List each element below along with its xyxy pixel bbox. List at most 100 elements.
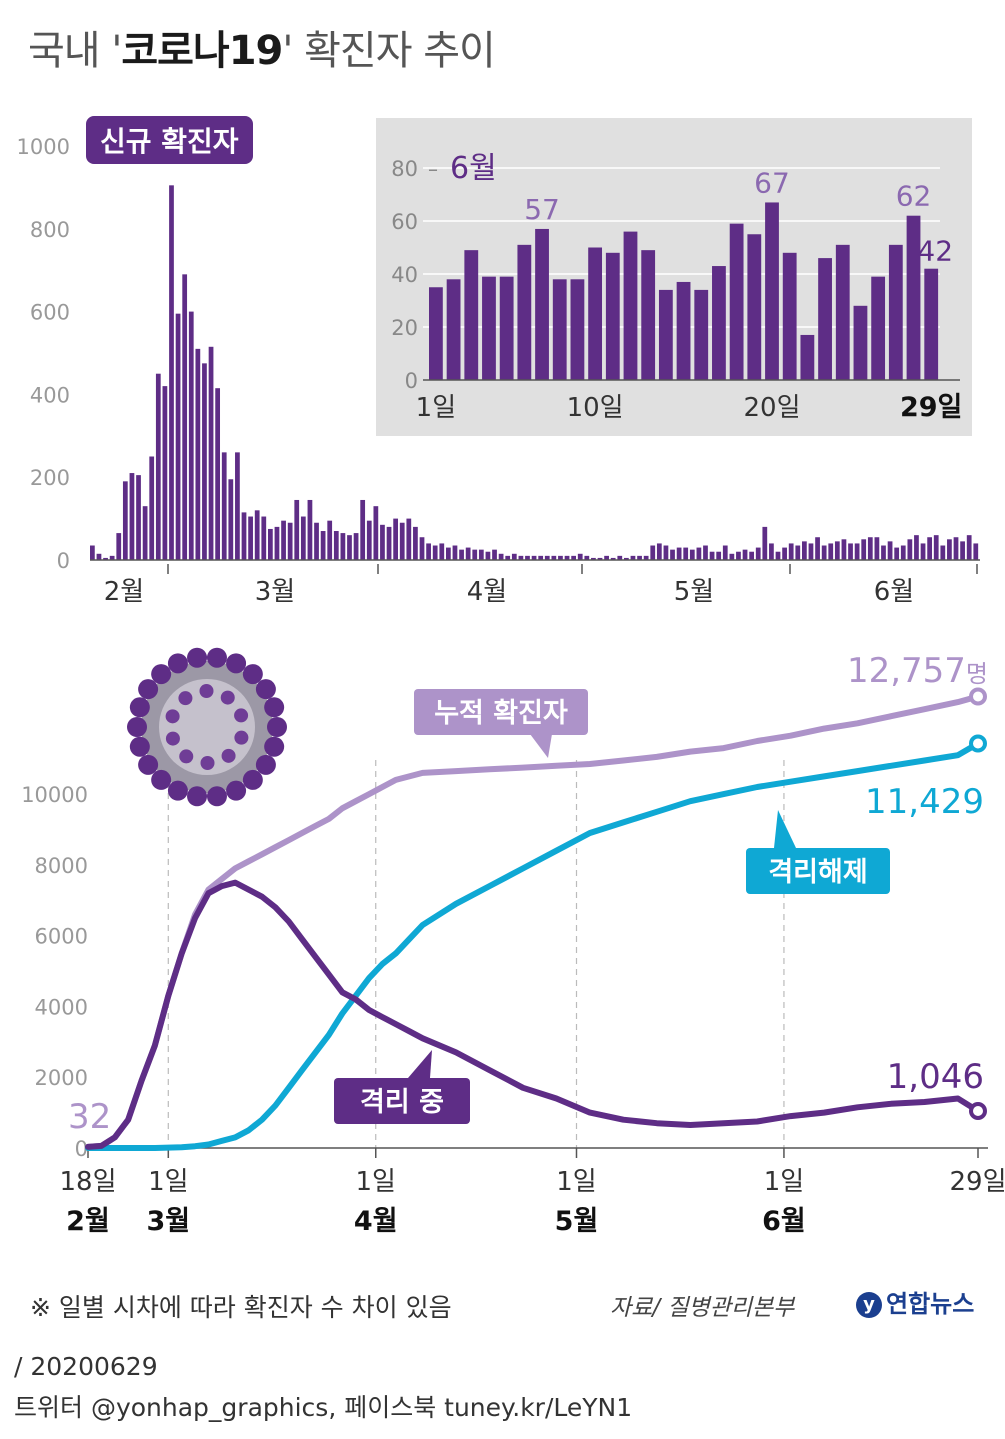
bar: [419, 537, 425, 560]
isolated-callout-pointer: [408, 1050, 432, 1078]
bar: [188, 311, 194, 560]
bar: [525, 555, 530, 560]
virus-spike: [264, 736, 285, 757]
bar: [478, 549, 484, 560]
virus-spike: [129, 697, 150, 718]
bar: [347, 535, 352, 560]
bar: [393, 518, 399, 560]
month-label: 6월: [874, 577, 914, 607]
bar: [228, 479, 234, 560]
bar: [927, 537, 933, 560]
bar: [208, 346, 214, 560]
bar: [663, 545, 669, 560]
bar: [162, 386, 168, 560]
virus-illustration: [127, 647, 287, 807]
bar: [116, 533, 122, 560]
bar: [755, 547, 761, 560]
bar: [241, 512, 247, 560]
bar: [221, 452, 227, 560]
bar: [327, 520, 333, 560]
inset-value-label: 62: [896, 180, 932, 213]
bar: [459, 549, 464, 560]
inset-y-tick-label: 60: [391, 210, 418, 234]
cumulative-chart: 0 2000 4000 6000 8000 10000 18일 2월 1일 3월 1일 4월 1일 5월 1…: [21, 647, 1005, 1237]
y-tick-label: 800: [30, 218, 70, 242]
bar: [940, 545, 946, 560]
bar: [914, 535, 919, 560]
virus-spike: [206, 786, 227, 807]
bar: [307, 499, 313, 560]
virus-spike: [255, 679, 276, 700]
virus-spike: [127, 717, 147, 737]
y-tick-label: 2000: [35, 1066, 88, 1090]
bar: [215, 388, 221, 560]
bar: [828, 543, 834, 560]
inset-bar: [765, 202, 779, 380]
bar: [531, 555, 537, 560]
bar: [670, 549, 675, 560]
virus-spike: [167, 780, 188, 801]
bar: [821, 545, 827, 560]
released-callout-pointer: [774, 810, 796, 848]
virus-spike: [167, 653, 188, 674]
bar: [446, 547, 451, 560]
bar: [360, 499, 366, 560]
bar: [624, 557, 629, 560]
virus-spike: [165, 731, 180, 746]
start-value-label: 32: [68, 1097, 111, 1137]
inset-title: 6월: [450, 151, 497, 186]
inset-bar: [818, 258, 832, 380]
virus-spike: [165, 709, 180, 724]
bar: [907, 539, 913, 560]
inset-bar: [482, 276, 496, 380]
released-callout: 격리해제: [768, 857, 867, 888]
y-tick-label: 200: [30, 466, 70, 490]
bar: [142, 506, 148, 560]
bar: [966, 535, 972, 560]
inset-bar: [570, 279, 585, 380]
bar: [604, 555, 609, 560]
y-tick-label: 600: [30, 301, 70, 325]
bar: [709, 551, 715, 560]
bar: [195, 348, 201, 560]
bar: [854, 543, 860, 560]
released-line: [85, 740, 981, 1151]
y-tick-label: 4000: [35, 995, 88, 1019]
bar: [380, 524, 385, 560]
inset-bar: [517, 244, 532, 380]
x-tick-month: 2월: [66, 1206, 110, 1237]
bar: [353, 533, 359, 560]
bar: [287, 522, 293, 560]
y-tick-label: 8000: [35, 854, 88, 878]
bar: [834, 541, 840, 560]
virus-spike: [242, 664, 263, 685]
virus-spike: [187, 786, 208, 807]
bar: [472, 549, 478, 560]
bar: [373, 506, 379, 560]
virus-spike: [199, 684, 214, 699]
virus-spike: [138, 754, 159, 775]
inset-x-label: 10일: [567, 393, 624, 423]
bar: [538, 555, 544, 560]
bar: [610, 557, 616, 560]
footnote: ※ 일별 시차에 따라 확진자 수 차이 있음: [30, 1293, 452, 1322]
bar: [689, 549, 695, 560]
bar: [571, 555, 577, 560]
y-tick-label: 10000: [21, 783, 88, 807]
inset-y-tick-label: 80: [391, 157, 418, 181]
bar: [136, 475, 141, 560]
inset-bar: [800, 334, 815, 380]
inset-bar: [623, 231, 638, 380]
virus-spike: [267, 717, 287, 737]
bar: [953, 537, 959, 560]
inset-bar: [429, 287, 443, 380]
x-tick-day: 1일: [148, 1167, 188, 1197]
inset-bar: [694, 289, 709, 380]
bar: [518, 555, 524, 560]
bar: [235, 452, 240, 560]
inset-bar: [535, 228, 549, 380]
inset-bar: [552, 279, 567, 380]
bar: [676, 547, 682, 560]
bar: [261, 516, 267, 560]
inset-x-label: 20일: [743, 393, 800, 423]
